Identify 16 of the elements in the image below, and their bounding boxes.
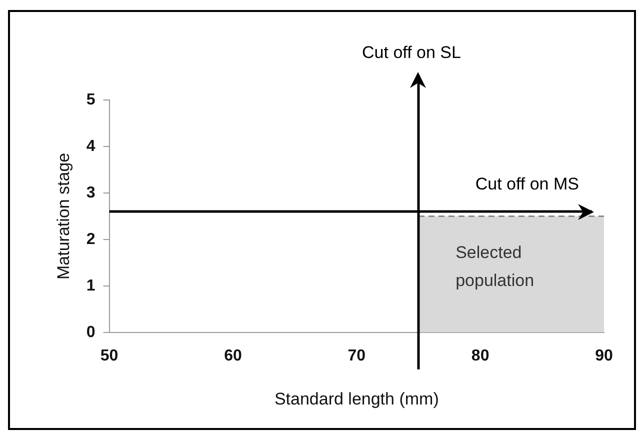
x-tick-label: 70 [348,347,366,364]
x-tick-label: 90 [595,347,613,364]
y-tick-label: 0 [86,324,96,341]
x-tick-label: 50 [100,347,118,364]
x-tick-label: 80 [471,347,490,364]
x-axis-title: Standard length (mm) [274,389,439,408]
y-tick-label: 5 [86,91,96,108]
y-axis-title: Maturation stage [54,152,73,280]
ref-line-label: Cut off on SL [362,43,461,62]
ref-line-label: Cut off on MS [475,174,579,194]
y-tick-label: 3 [86,184,96,202]
y-tick-label: 4 [86,138,96,155]
y-tick-label: 1 [86,277,96,294]
annotation: Selected population [456,243,534,290]
y-tick-label: 2 [86,230,96,248]
x-tick-label: 60 [224,347,242,364]
